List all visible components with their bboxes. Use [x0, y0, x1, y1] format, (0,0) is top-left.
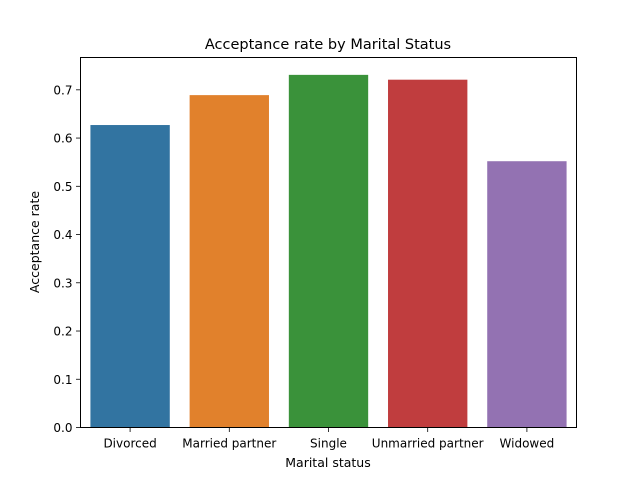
y-tick-label: 0.6: [53, 132, 72, 146]
x-tick-label: Widowed: [500, 437, 555, 451]
bars-group: [90, 74, 567, 428]
y-tick-label: 0.3: [53, 276, 72, 290]
x-tick-label: Single: [310, 437, 347, 451]
bar-divorced: [90, 125, 170, 428]
y-tick-label: 0.7: [53, 83, 72, 97]
plot-frame: [80, 57, 577, 428]
x-tick-label: Unmarried partner: [372, 437, 484, 451]
y-tick-label: 0.0: [53, 421, 72, 435]
bar-single: [288, 74, 369, 428]
y-axis-label: Acceptance rate: [27, 191, 42, 293]
y-tick-label: 0.2: [53, 325, 72, 339]
bar-married-partner: [189, 95, 269, 428]
y-tick-label: 0.1: [53, 373, 72, 387]
chart-title: Acceptance rate by Marital Status: [205, 37, 451, 53]
x-tick-label: Divorced: [103, 437, 156, 451]
x-axis-label: Marital status: [285, 455, 370, 470]
y-ticks-group: 0.0 0.1 0.2 0.3 0.4 0.5 0.6 0.7: [53, 83, 81, 435]
x-tick-label: Married partner: [182, 437, 276, 451]
y-tick-label: 0.4: [53, 228, 72, 242]
bar-unmarried-partner: [388, 79, 468, 428]
bar-widowed: [487, 161, 567, 428]
y-tick-label: 0.5: [53, 180, 72, 194]
x-ticks-group: Divorced Married partner Single Unmarried p…: [103, 427, 555, 451]
